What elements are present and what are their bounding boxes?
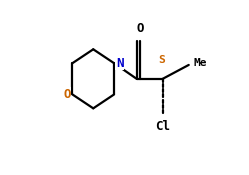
- Text: N: N: [116, 57, 123, 70]
- Text: Me: Me: [193, 58, 207, 68]
- Text: Cl: Cl: [155, 120, 170, 133]
- Text: O: O: [136, 22, 144, 35]
- Text: S: S: [158, 55, 165, 65]
- Text: O: O: [63, 88, 71, 101]
